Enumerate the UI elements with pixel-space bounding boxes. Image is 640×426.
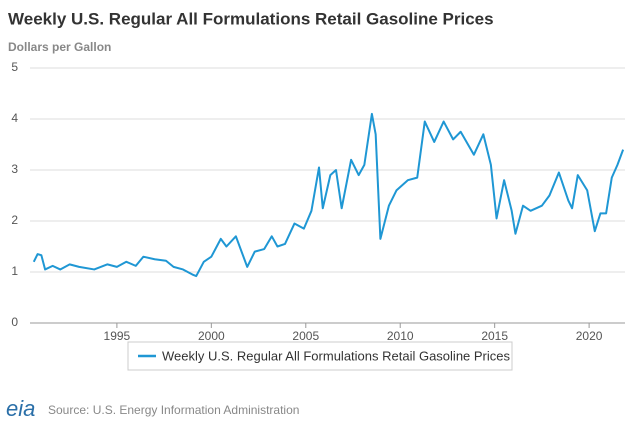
y-tick-label: 1 — [11, 264, 18, 278]
x-tick-label: 2005 — [292, 329, 319, 343]
y-axis-label: Dollars per Gallon — [8, 40, 111, 54]
series-line — [32, 112, 625, 278]
x-tick-label: 2020 — [576, 329, 603, 343]
source: Source: U.S. Energy Information Administ… — [48, 403, 299, 417]
chart-title: Weekly U.S. Regular All Formulations Ret… — [8, 9, 494, 28]
legend-label: Weekly U.S. Regular All Formulations Ret… — [162, 348, 511, 363]
y-tick-label: 0 — [11, 315, 18, 329]
x-tick-label: 1995 — [104, 329, 131, 343]
y-tick-label: 3 — [11, 162, 18, 176]
x-tick-label: 2000 — [198, 329, 225, 343]
y-tick-label: 4 — [11, 111, 18, 125]
y-tick-label: 2 — [11, 213, 18, 227]
x-tick-label: 2010 — [387, 329, 414, 343]
y-tick-label: 5 — [11, 60, 18, 74]
x-tick-label: 2015 — [481, 329, 508, 343]
legend-box — [127, 341, 513, 371]
logo: eia — [6, 396, 35, 421]
